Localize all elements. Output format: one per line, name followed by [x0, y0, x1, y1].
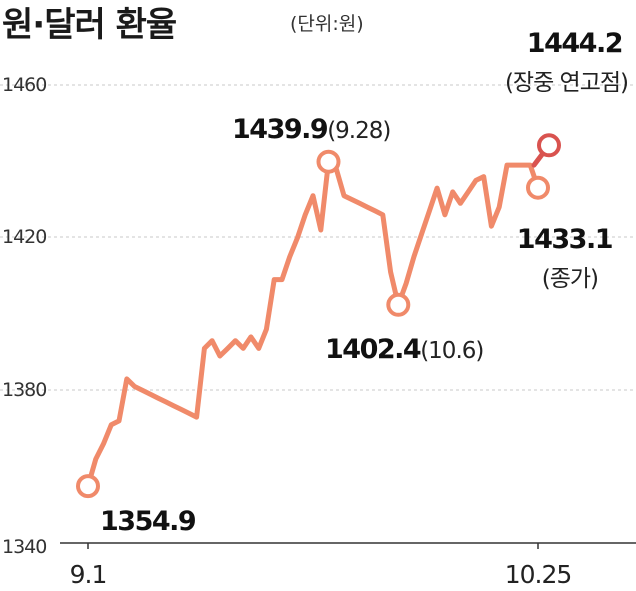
peak-point-marker — [316, 149, 341, 174]
close-value-label: 1433.1 — [517, 224, 612, 255]
intraday-high-note: (장중 연고점) — [505, 70, 628, 96]
chart-title: 원·달러 환율 — [2, 5, 177, 45]
low-annotation: 1402.4(10.6) — [325, 334, 483, 365]
unit-label: (단위:원) — [290, 13, 364, 35]
rate-series-line — [85, 159, 541, 489]
ytick-label-1460: 1460 — [2, 74, 46, 96]
start-value-label: 1354.9 — [100, 506, 196, 537]
xtick-label-end: 10.25 — [505, 560, 572, 589]
gridlines — [0, 84, 636, 391]
intraday-high-value-label: 1444.2 — [527, 28, 622, 59]
ytick-label-1380: 1380 — [2, 379, 46, 401]
start-point-marker — [76, 474, 100, 499]
ytick-label-1420: 1420 — [2, 226, 46, 248]
ytick-label-1340: 1340 — [2, 536, 46, 558]
intraday-high-marker — [537, 133, 561, 158]
low-date-label: (10.6) — [420, 338, 483, 364]
close-point-marker — [526, 175, 550, 200]
xtick-label-start: 9.1 — [70, 560, 107, 589]
peak-value-label: 1439.9 — [232, 114, 328, 145]
close-note: (종가) — [542, 266, 598, 292]
peak-date-label: (9.28) — [327, 118, 390, 144]
low-point-marker — [386, 292, 411, 317]
low-value-label: 1402.4 — [325, 334, 421, 365]
peak-annotation: 1439.9(9.28) — [232, 114, 390, 145]
